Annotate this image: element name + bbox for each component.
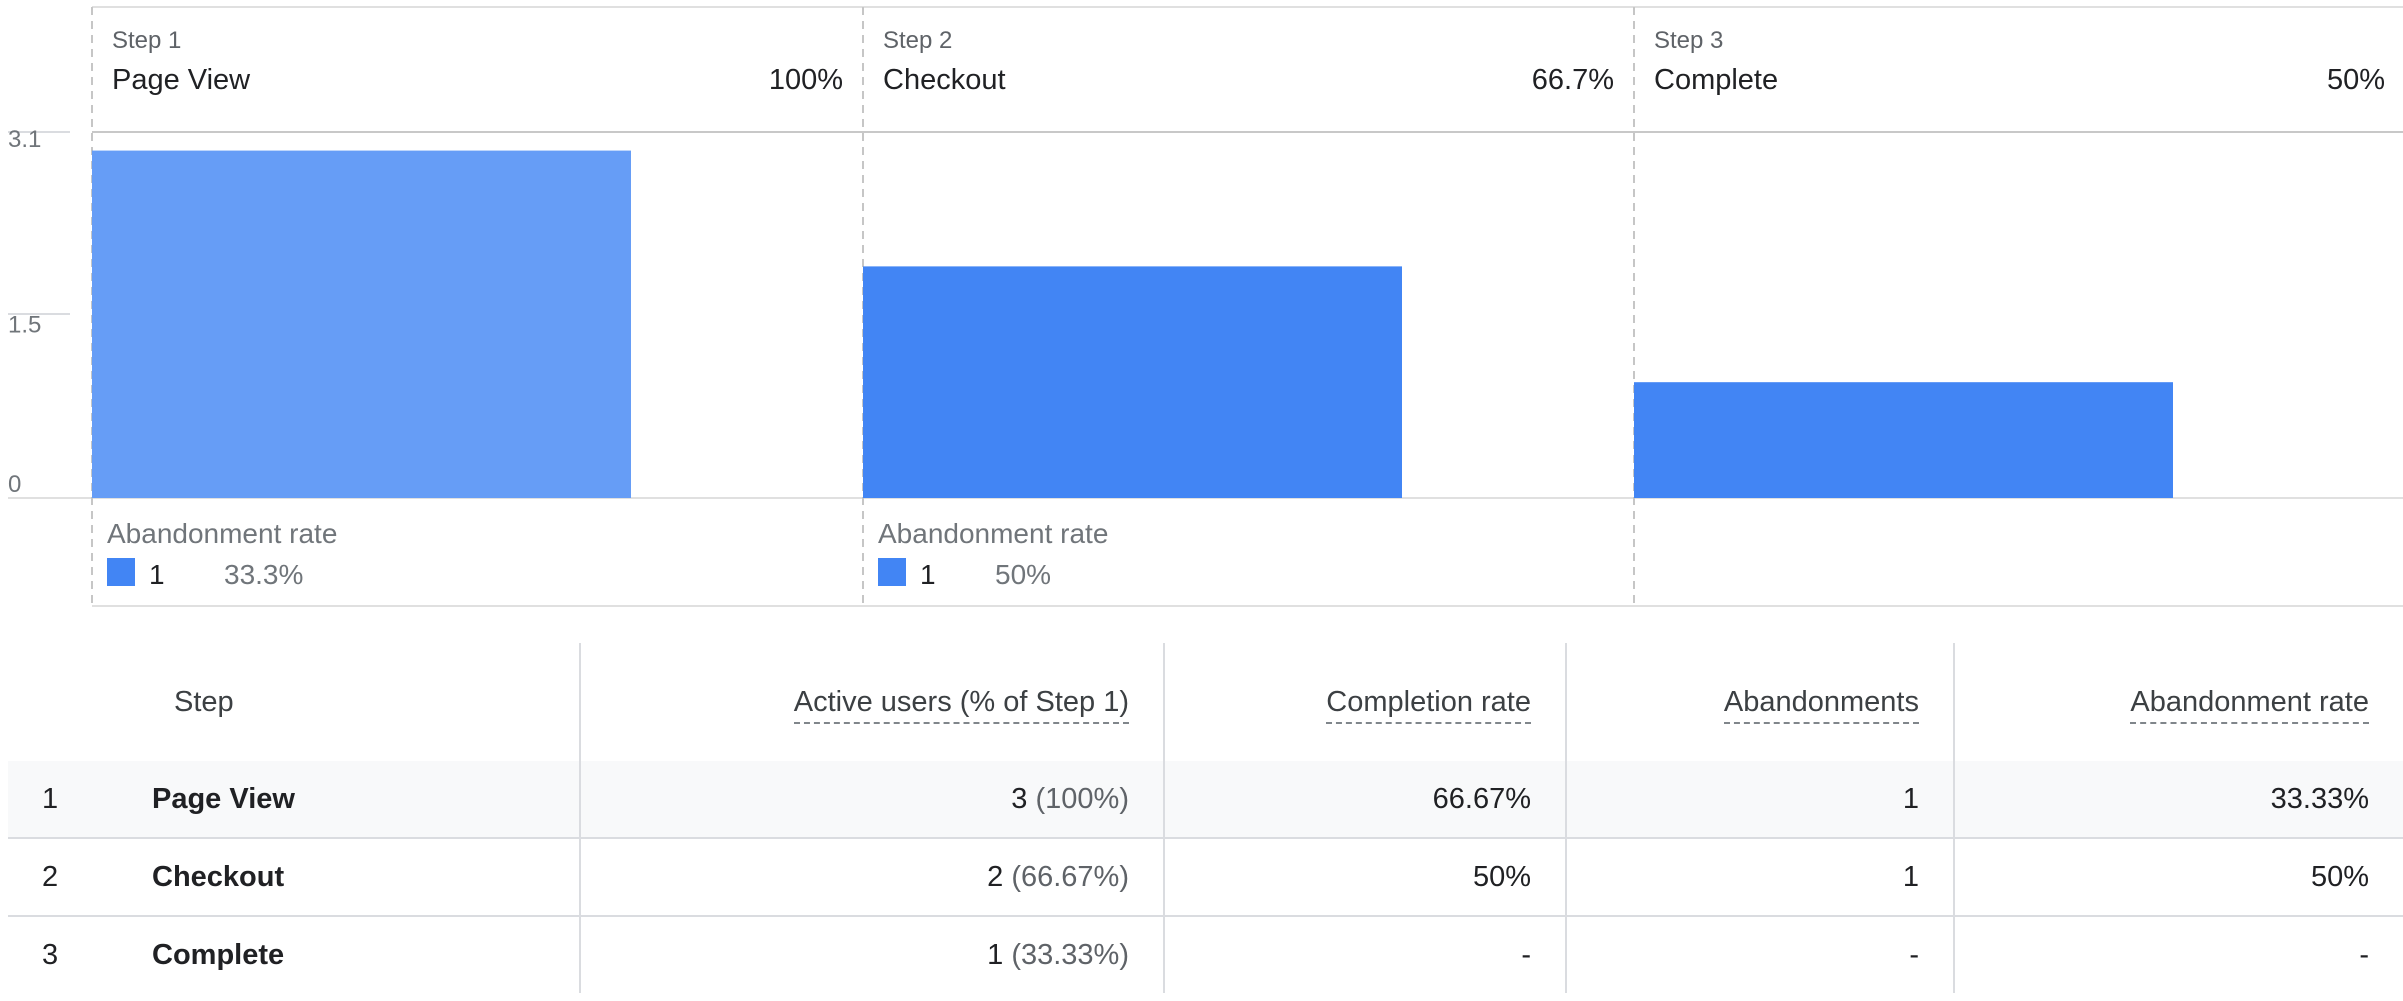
- abandonment-count: 1: [149, 559, 165, 590]
- active-users-percent: (33.33%): [1011, 938, 1129, 971]
- active-users-value: 1: [987, 938, 1004, 971]
- step-index: 2: [42, 860, 59, 893]
- table-row: 2 Checkout 2 (66.67%) 50% 1 50%: [8, 837, 2403, 916]
- abandonments-cell: -: [1566, 915, 1955, 993]
- header-active-users-label[interactable]: Active users (% of Step 1): [793, 685, 1129, 724]
- step-percent: 100%: [769, 64, 843, 96]
- step-cell: 1 Page View: [8, 761, 581, 838]
- table-header-row: Step Active users (% of Step 1) Completi…: [8, 643, 2403, 761]
- funnel-bar[interactable]: [863, 266, 1402, 498]
- active-users-cell: 3 (100%): [580, 761, 1165, 838]
- header-completion-rate[interactable]: Completion rate: [1164, 643, 1567, 761]
- table-row: 3 Complete 1 (33.33%) - - -: [8, 915, 2403, 993]
- funnel-bar[interactable]: [1634, 382, 2173, 498]
- step-name: Complete: [1654, 64, 1778, 96]
- step-name: Page View: [152, 782, 295, 815]
- active-users-cell: 1 (33.33%): [580, 915, 1165, 993]
- step-label: Step 3: [1654, 27, 1723, 54]
- abandonments-cell: 1: [1566, 837, 1955, 916]
- y-tick-label: 3.1: [8, 126, 41, 153]
- header-step: Step: [8, 643, 581, 761]
- step-name: Checkout: [152, 860, 285, 893]
- step-index: 3: [42, 938, 59, 971]
- y-tick-label: 1.5: [8, 311, 41, 338]
- header-step-label: Step: [174, 685, 234, 718]
- active-users-cell: 2 (66.67%): [580, 837, 1165, 916]
- abandonment-rate-label: Abandonment rate: [107, 518, 337, 549]
- completion-rate-cell: 50%: [1164, 837, 1567, 916]
- header-abandonment-rate[interactable]: Abandonment rate: [1954, 643, 2403, 761]
- step-name: Checkout: [883, 64, 1006, 96]
- funnel-chart: 0 1.5 3.1 Step 1 Page View 100% Step 2 Checkou…: [8, 6, 2403, 607]
- step-name: Page View: [112, 64, 251, 96]
- step-index: 1: [42, 782, 59, 815]
- funnel-steps-table: Step Active users (% of Step 1) Completi…: [8, 643, 2403, 993]
- header-abandonment-rate-label[interactable]: Abandonment rate: [2130, 685, 2369, 724]
- header-completion-rate-label[interactable]: Completion rate: [1326, 685, 1531, 724]
- abandonment-rate-label: Abandonment rate: [878, 518, 1108, 549]
- abandonments-cell: 1: [1566, 761, 1955, 838]
- y-tick-label: 0: [8, 471, 21, 498]
- abandonment-rate-cell: 50%: [1954, 837, 2403, 916]
- header-abandonments[interactable]: Abandonments: [1566, 643, 1955, 761]
- step-cell: 2 Checkout: [8, 837, 581, 916]
- table-row: 1 Page View 3 (100%) 66.67% 1 33.33%: [8, 761, 2403, 838]
- step-cell: 3 Complete: [8, 915, 581, 993]
- abandonment-count: 1: [920, 559, 936, 590]
- step-name: Complete: [152, 938, 285, 971]
- step-label: Step 1: [112, 27, 181, 54]
- step-percent: 66.7%: [1532, 64, 1614, 96]
- abandonment-rate-cell: -: [1954, 915, 2403, 993]
- completion-rate-cell: 66.67%: [1164, 761, 1567, 838]
- abandonment-rate-value: 50%: [995, 559, 1051, 590]
- step-percent: 50%: [2327, 64, 2385, 96]
- active-users-percent: (100%): [1035, 782, 1130, 815]
- step-label: Step 2: [883, 27, 952, 54]
- header-abandonments-label[interactable]: Abandonments: [1723, 685, 1919, 724]
- completion-rate-cell: -: [1164, 915, 1567, 993]
- abandonment-rate-cell: 33.33%: [1954, 761, 2403, 838]
- active-users-value: 3: [1011, 782, 1028, 815]
- abandonment-swatch: [878, 558, 906, 586]
- active-users-value: 2: [987, 860, 1004, 893]
- funnel-bar[interactable]: [92, 150, 631, 499]
- abandonment-rate-value: 33.3%: [224, 559, 303, 590]
- active-users-percent: (66.67%): [1011, 860, 1129, 893]
- header-active-users[interactable]: Active users (% of Step 1): [580, 643, 1165, 761]
- abandonment-swatch: [107, 558, 135, 586]
